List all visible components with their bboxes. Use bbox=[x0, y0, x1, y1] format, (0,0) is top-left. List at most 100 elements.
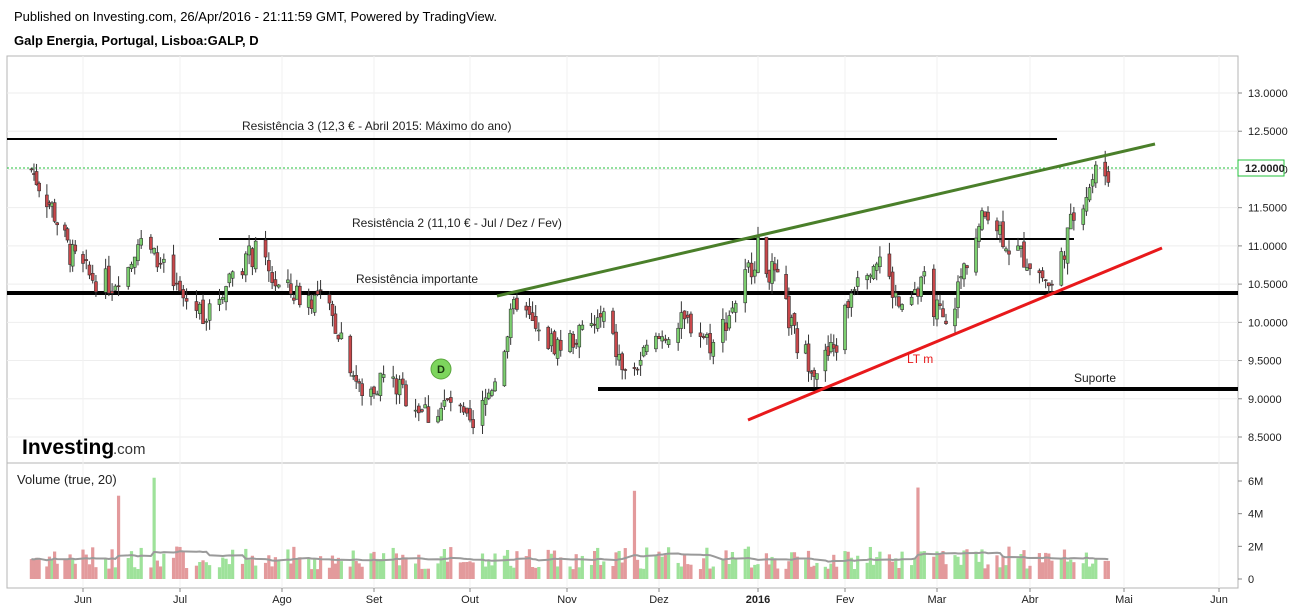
volume-bar bbox=[126, 558, 130, 579]
volume-bar bbox=[391, 547, 395, 579]
price-tick-label: 9.5000 bbox=[1248, 356, 1282, 368]
candle-body bbox=[956, 281, 960, 308]
volume-bar bbox=[446, 561, 450, 579]
volume-bar bbox=[439, 556, 443, 579]
candle-body bbox=[764, 236, 769, 275]
volume-bar bbox=[1059, 559, 1063, 579]
candle-body bbox=[63, 224, 67, 231]
volume-bar bbox=[922, 551, 926, 579]
volume-bar bbox=[178, 546, 182, 579]
volume-bar bbox=[559, 557, 563, 579]
candle-body bbox=[110, 290, 114, 294]
volume-bar bbox=[1103, 560, 1107, 579]
volume-bar bbox=[198, 561, 202, 579]
dividend-marker-label: D bbox=[437, 364, 445, 376]
candle-body bbox=[292, 297, 296, 301]
volume-bar bbox=[596, 547, 600, 579]
candle-body bbox=[727, 315, 732, 329]
volume-bar bbox=[890, 561, 895, 579]
volume-bar bbox=[139, 547, 143, 579]
volume-bar bbox=[244, 548, 248, 579]
candle-body bbox=[81, 254, 85, 264]
candle-body bbox=[244, 253, 248, 276]
candle-body bbox=[527, 306, 532, 315]
candle-body bbox=[701, 335, 706, 338]
candle-body bbox=[815, 373, 819, 380]
candle-body bbox=[890, 271, 895, 298]
candle-body bbox=[197, 303, 202, 314]
candle-body bbox=[568, 332, 572, 353]
candle-body bbox=[270, 272, 274, 283]
candle-body bbox=[375, 393, 380, 396]
volume-bar bbox=[53, 551, 57, 579]
candle-body bbox=[555, 339, 560, 359]
volume-bar bbox=[375, 558, 379, 579]
volume-bar bbox=[792, 552, 797, 579]
volume-bar bbox=[938, 554, 942, 579]
instrument-title: Galp Energia, Portugal, Lisboa:GALP, D bbox=[14, 33, 259, 48]
volume-bar bbox=[878, 551, 882, 579]
volume-bar bbox=[602, 561, 606, 579]
volume-bar bbox=[743, 548, 747, 579]
volume-bar bbox=[87, 564, 92, 579]
volume-bar bbox=[983, 568, 987, 579]
volume-bar bbox=[487, 560, 491, 579]
volume-bar bbox=[689, 564, 693, 579]
candle-body bbox=[250, 248, 255, 268]
candle-body bbox=[574, 342, 579, 345]
volume-bar bbox=[155, 560, 159, 579]
candle-body bbox=[666, 339, 671, 345]
volume-bar bbox=[289, 563, 293, 579]
volume-bar bbox=[458, 562, 462, 579]
candle-body bbox=[598, 313, 603, 318]
candle-body bbox=[974, 237, 978, 273]
candle-body bbox=[711, 342, 716, 357]
candle-body bbox=[623, 369, 628, 371]
volume-bar bbox=[1019, 554, 1023, 579]
dividend-marker[interactable]: D bbox=[430, 358, 452, 380]
volume-bar bbox=[843, 551, 847, 579]
candle-body bbox=[426, 406, 431, 423]
candle-body bbox=[253, 240, 258, 270]
candle-body bbox=[423, 404, 428, 409]
volume-bar bbox=[986, 564, 990, 579]
volume-bar bbox=[875, 557, 879, 579]
volume-tick-label: 0 bbox=[1248, 574, 1254, 586]
candle-body bbox=[155, 252, 160, 268]
volume-bar bbox=[770, 556, 774, 579]
candle-body bbox=[247, 245, 251, 256]
candle-body bbox=[1001, 221, 1005, 248]
volume-bar bbox=[152, 477, 156, 579]
volume-bar bbox=[382, 553, 386, 579]
candle-body bbox=[113, 285, 118, 291]
volume-bar bbox=[721, 559, 725, 579]
candle-body bbox=[348, 335, 353, 374]
volume-bar bbox=[705, 547, 709, 579]
time-tick-label: Mai bbox=[1115, 594, 1133, 606]
volume-bar bbox=[351, 550, 355, 579]
volume-bar bbox=[932, 556, 936, 579]
volume-bar bbox=[599, 564, 603, 579]
volume-bar bbox=[378, 559, 382, 579]
candle-body bbox=[580, 324, 585, 330]
volume-bar bbox=[298, 557, 302, 579]
candle-body bbox=[1059, 251, 1064, 286]
support-label: Suporte bbox=[1074, 371, 1116, 385]
volume-bar bbox=[750, 567, 754, 579]
volume-bar bbox=[417, 554, 421, 579]
upper-trendline bbox=[496, 142, 1156, 298]
candle-body bbox=[158, 262, 163, 265]
volume-bar bbox=[267, 555, 271, 579]
volume-bar bbox=[812, 565, 816, 579]
volume-bar bbox=[292, 546, 296, 579]
volume-bar bbox=[727, 564, 731, 579]
candle-body bbox=[502, 351, 507, 387]
volume-bar bbox=[318, 556, 323, 579]
volume-bar bbox=[307, 557, 311, 579]
volume-bar bbox=[846, 551, 850, 579]
candle-body bbox=[944, 320, 948, 324]
time-tick-label: Ago bbox=[272, 594, 292, 606]
price-tick-label: 9.0000 bbox=[1248, 394, 1282, 406]
volume-bar bbox=[240, 563, 245, 579]
